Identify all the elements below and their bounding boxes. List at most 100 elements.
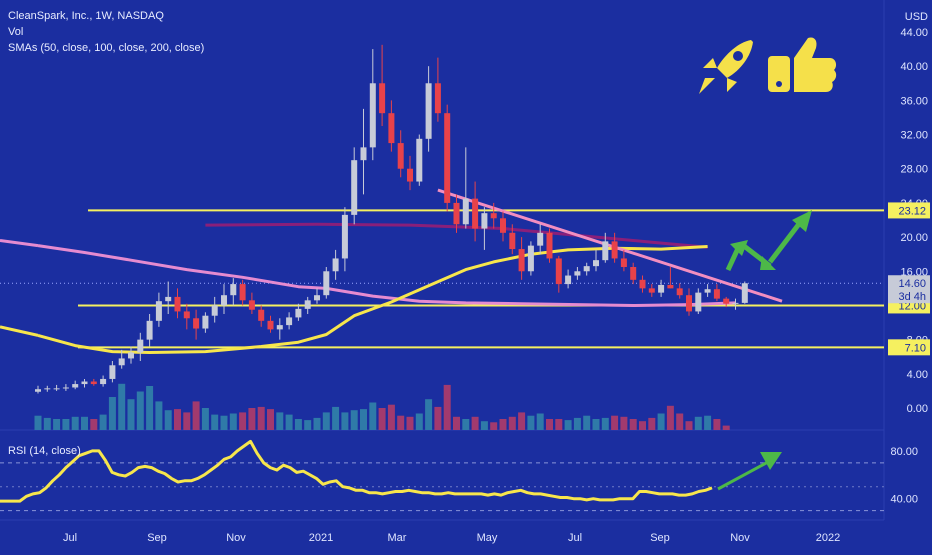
candle-body [35,389,41,392]
volume-bar [536,413,544,430]
candle-body [490,213,497,219]
candle-body [193,318,200,329]
volume-bar [350,410,358,430]
volume-label: Vol [8,26,24,38]
candle-body [72,384,79,388]
candle-body [639,279,646,289]
volume-bar [53,419,61,430]
volume-bar [71,416,79,430]
candle-body [146,320,153,340]
last-price-tag-bg [888,275,930,304]
trendline [437,188,783,303]
candle-body [211,305,218,316]
volume-bar [666,405,674,430]
time-axis-label: 2021 [309,532,333,544]
candle-body [658,284,665,293]
arrow-head [792,210,812,232]
candle-body [388,113,395,144]
candle-body [118,358,125,366]
volume-bar [629,419,637,430]
volume-bar [583,415,591,430]
candle-body [397,143,404,169]
candle-body [258,309,265,321]
volume-bar [229,413,237,430]
volume-bar [285,414,293,430]
volume-bar [564,420,572,430]
candle-body [100,378,107,385]
candle-body [341,214,348,259]
volume-bar [294,419,302,430]
candle-body [546,232,553,259]
candle-body [723,298,730,304]
volume-bar [155,401,163,430]
candle-body [537,232,544,246]
rsi-line [0,439,713,503]
candle-body [239,284,246,301]
candle-body [472,198,479,229]
time-axis-label: Nov [730,532,750,544]
volume-bar [387,404,395,430]
time-axis-label: May [477,532,498,544]
volume-bar [322,412,330,430]
volume-bar [573,417,581,430]
price-tick-label: 28.00 [900,164,928,176]
candle-body [444,113,451,203]
candle-body [686,295,692,312]
candle-body [593,260,599,267]
volume-bar [257,406,265,430]
volume-bar [211,414,219,430]
volume-bar [685,421,693,430]
candle-body [295,308,302,318]
sma-50-line-edge [0,325,39,337]
volume-bar [118,383,126,430]
volume-bar [453,416,460,430]
candle-body [44,388,51,390]
volume-bar [425,399,433,430]
candle-body [741,283,748,303]
volume-bar [136,391,144,430]
candle-body [360,147,367,161]
candle-body [518,249,525,272]
sma-100-line-edge [0,239,39,248]
candle-body [732,302,739,304]
volume-bar [518,412,526,430]
price-tick-label: 32.00 [900,130,928,142]
volume-bar [146,386,154,430]
volume-bar [276,412,284,430]
price-tick-label: 44.00 [900,27,928,39]
sma-50-line [37,245,708,354]
candle-body [351,160,358,215]
candle-body [434,83,441,114]
time-axis-label: Nov [226,532,246,544]
candle-body [611,241,618,259]
volume-bar [360,409,367,430]
countdown-tag: 3d 4h [898,291,926,303]
candle-body [555,258,562,285]
candle-body [128,352,134,359]
volume-bar [304,420,312,430]
resistance-tag: 23.12 [898,205,926,217]
candle-body [165,296,172,302]
sma-label: SMAs (50, close, 100, close, 200, close) [8,42,205,54]
candle-body [109,365,116,379]
candle-body [155,301,162,321]
volume-bar [99,414,107,430]
candle-body [481,213,488,229]
green-arrows [725,210,812,272]
rsi-tick-label: 40.00 [890,494,918,506]
candle-body [425,83,432,139]
volume-bar [108,397,116,430]
thumbs-up-icon [768,37,837,92]
candle-body [62,387,69,389]
candle-body [630,267,637,280]
candle-body [704,289,711,293]
candle-body [369,83,376,148]
volume-bar [127,399,135,430]
volume-bar [508,416,516,430]
last-price-tag: 14.60 [898,278,926,290]
candle-body [183,311,190,319]
rocket-window [733,51,743,61]
candle-body [648,288,655,293]
thumb-button [776,81,782,87]
volume-bar [406,416,414,430]
